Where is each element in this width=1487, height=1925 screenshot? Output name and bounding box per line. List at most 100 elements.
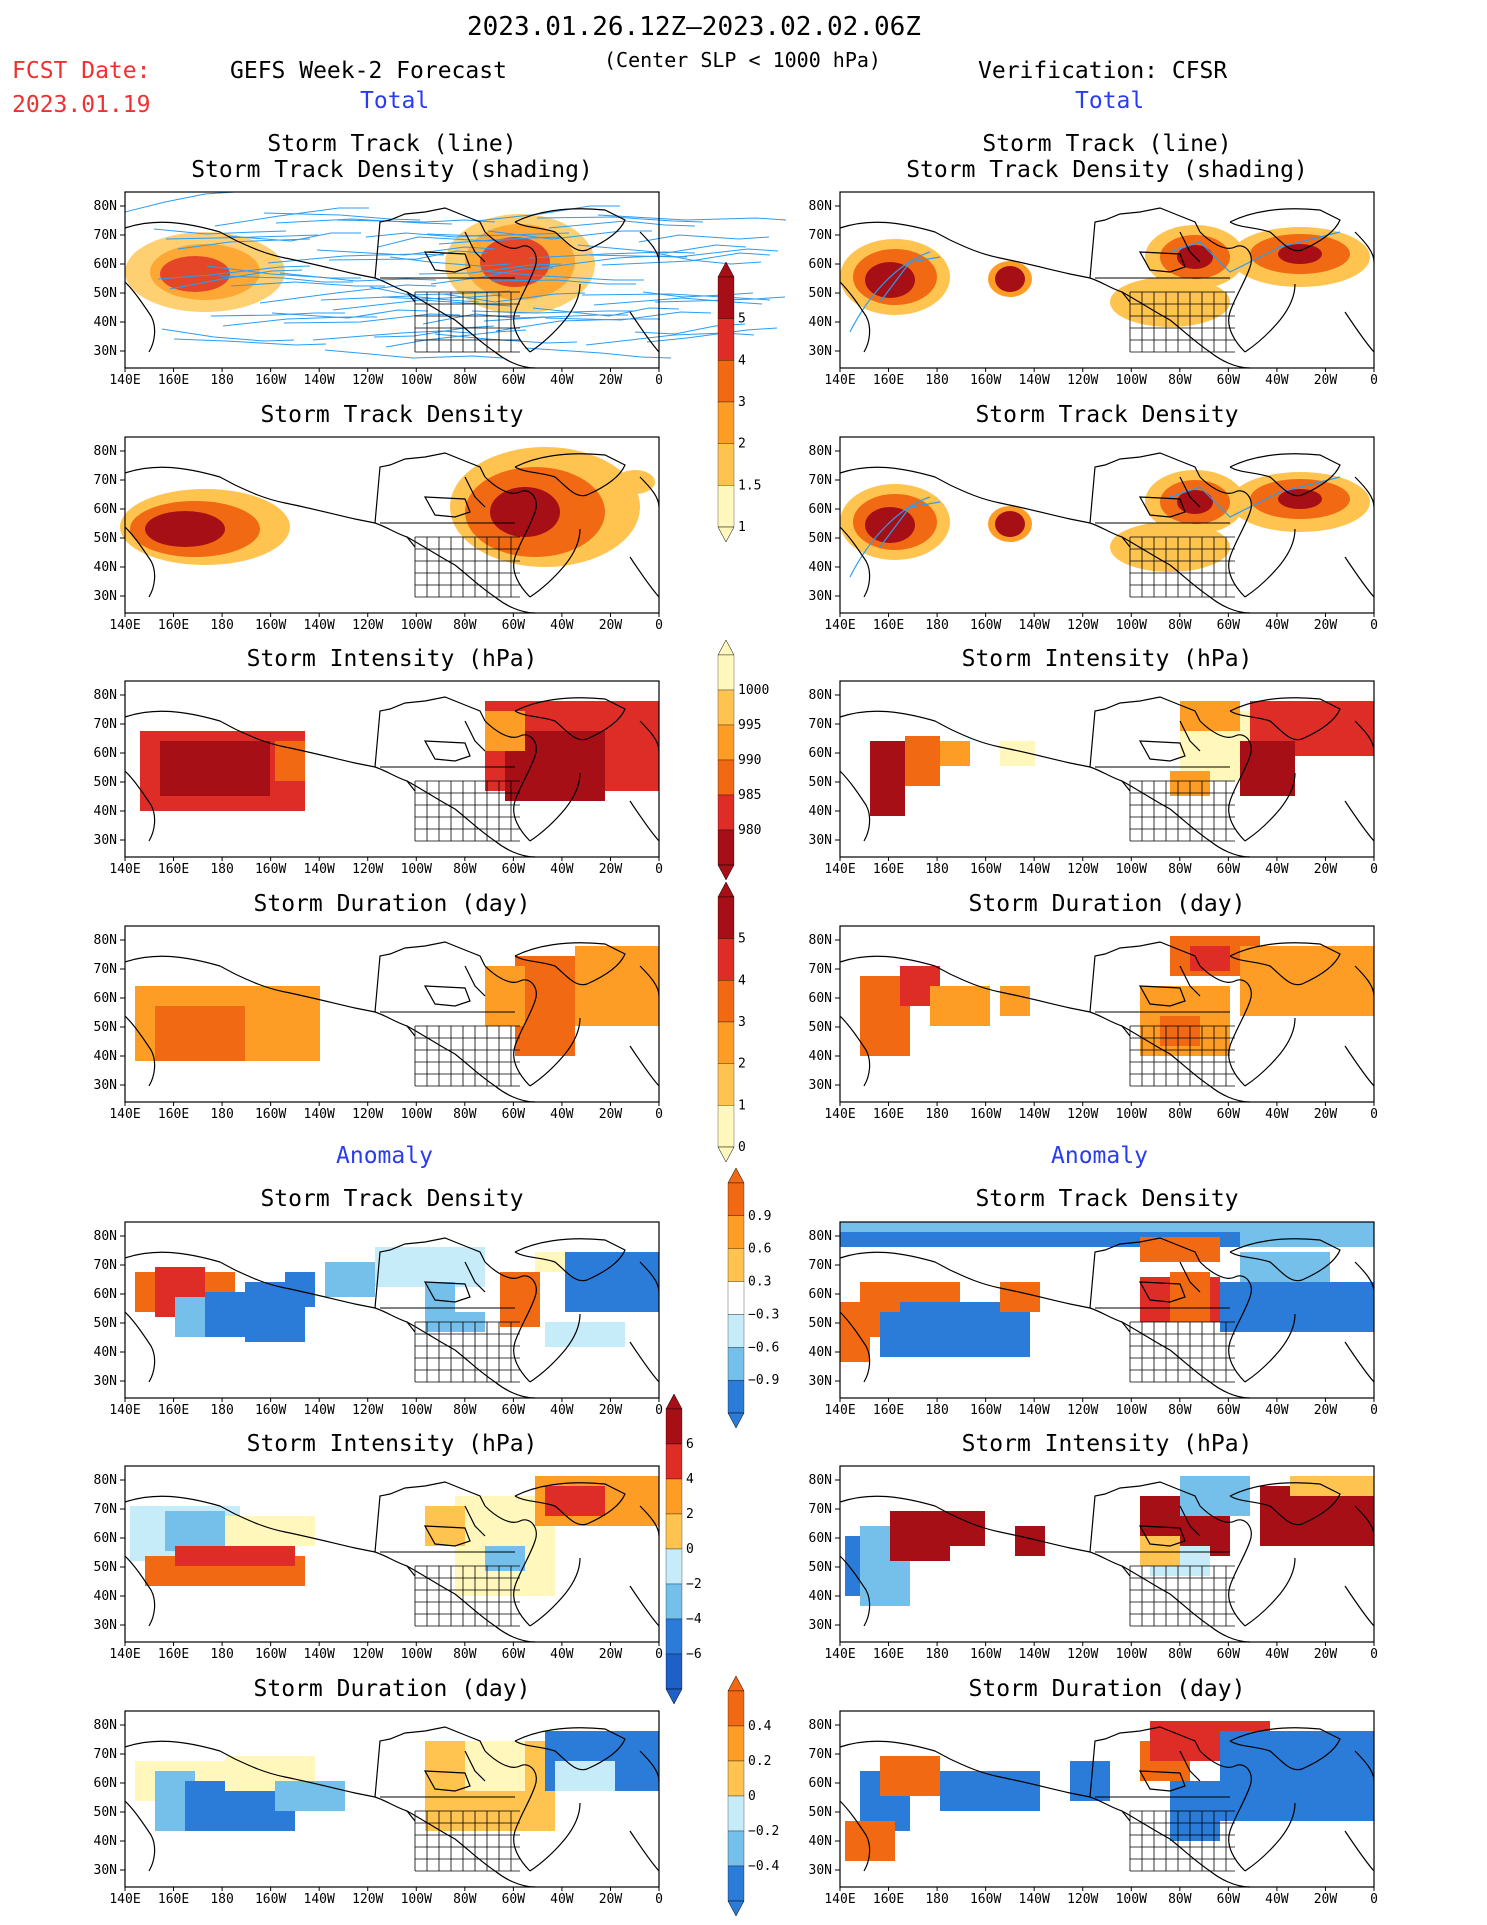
lon-tick-label: 140E [824, 373, 855, 388]
map-frame [839, 1710, 1375, 1888]
lon-tick-label: 160E [873, 1647, 904, 1662]
state-borders [1129, 291, 1235, 353]
lon-tick-label: 120W [1067, 1107, 1098, 1122]
map-track-left: 80N 70N 60N 50N 40N 30N 140E 160E 180 160W 140W 120… [94, 191, 787, 388]
lat-tick-label: 60N [94, 991, 117, 1006]
lat-tick-label: 50N [94, 286, 117, 301]
colorbar-label: 4 [738, 353, 746, 368]
title-duration-anom-left: Storm Duration (day) [253, 1676, 531, 1702]
lon-tick-label: 40W [1265, 618, 1289, 633]
lon-tick-label: 140W [1019, 618, 1050, 633]
lat-tick-label: 50N [809, 1560, 832, 1575]
lon-tick-label: 40W [550, 862, 574, 877]
lon-tick-label: 180 [925, 618, 948, 633]
lon-tick-label: 20W [599, 373, 623, 388]
lon-tick-label: 180 [925, 1647, 948, 1662]
lat-tick-label: 40N [94, 1345, 117, 1360]
lat-tick-label: 60N [94, 1287, 117, 1302]
colorbar-swatch [727, 1379, 745, 1414]
lon-tick-label: 140E [824, 1892, 855, 1907]
lat-tick-label: 30N [809, 1374, 832, 1389]
lon-tick-label: 140W [304, 1403, 335, 1418]
lon-tick-label: 80W [1168, 1403, 1192, 1418]
coastline [839, 696, 1375, 858]
lat-tick-label: 70N [94, 717, 117, 732]
lon-tick-label: 160E [873, 1403, 904, 1418]
lon-tick-label: 140W [1019, 862, 1050, 877]
colorbar-swatch [717, 829, 735, 866]
lat-tick-label: 30N [94, 1618, 117, 1633]
colorbar-label: 2 [738, 437, 746, 452]
lat-tick-label: 80N [94, 1473, 117, 1488]
lon-tick-label: 140E [109, 373, 140, 388]
title-intensity-left: Storm Intensity (hPa) [246, 646, 538, 672]
lon-tick-label: 100W [401, 862, 432, 877]
colorbar-swatch [717, 724, 735, 761]
lon-tick-label: 60W [1217, 1403, 1241, 1418]
lon-tick-label: 40W [1265, 373, 1289, 388]
state-borders [414, 291, 520, 353]
lon-tick-label: 20W [599, 1107, 623, 1122]
lon-tick-label: 120W [1067, 373, 1098, 388]
lon-tick-label: 60W [1217, 1647, 1241, 1662]
colorbar-label: 5 [738, 312, 746, 327]
lat-tick-label: 80N [809, 688, 832, 703]
lon-tick-label: 160E [158, 1107, 189, 1122]
lon-tick-label: 140W [1019, 373, 1050, 388]
colorbar-swatch [717, 980, 735, 1023]
lat-tick-label: 60N [94, 1531, 117, 1546]
state-borders [414, 1025, 520, 1087]
lon-tick-label: 60W [1217, 618, 1241, 633]
lon-tick-label: 40W [1265, 1107, 1289, 1122]
lat-tick-label: 40N [809, 804, 832, 819]
colorbar-density-anom: 0.9 0.6 0.3 −0.3 −0.6 −0.9 [727, 1168, 779, 1428]
colorbar-swatch [727, 1314, 745, 1348]
lat-tick-label: 40N [809, 1345, 832, 1360]
lon-tick-label: 180 [925, 373, 948, 388]
lon-tick-label: 160W [970, 1403, 1001, 1418]
map-frame [124, 436, 660, 614]
lon-tick-label: 0 [655, 1403, 663, 1418]
lon-tick-label: 180 [925, 1107, 948, 1122]
colorbar-label: 0.6 [748, 1242, 771, 1257]
colorbar-swatch [717, 896, 735, 939]
lat-tick-label: 40N [94, 1589, 117, 1604]
lon-tick-label: 100W [401, 1403, 432, 1418]
lat-tick-label: 80N [94, 1229, 117, 1244]
lon-tick-label: 20W [1314, 1892, 1338, 1907]
lon-tick-label: 20W [1314, 1403, 1338, 1418]
lon-tick-label: 20W [1314, 1647, 1338, 1662]
colorbar-label: 4 [738, 973, 746, 988]
lat-tick-label: 80N [94, 199, 117, 214]
state-borders [1129, 1565, 1235, 1627]
lon-tick-label: 140E [109, 1107, 140, 1122]
lat-tick-label: 70N [94, 1747, 117, 1762]
title-duration-left: Storm Duration (day) [253, 891, 531, 917]
lon-tick-label: 20W [1314, 862, 1338, 877]
lon-tick-label: 40W [550, 1647, 574, 1662]
lat-tick-label: 40N [809, 1589, 832, 1604]
lon-tick-label: 140W [1019, 1647, 1050, 1662]
map-frame [124, 925, 660, 1103]
lon-tick-label: 0 [655, 1892, 663, 1907]
lon-tick-label: 120W [352, 618, 383, 633]
lon-tick-label: 160W [255, 862, 286, 877]
lon-tick-label: 0 [1370, 862, 1378, 877]
lon-tick-label: 180 [925, 862, 948, 877]
lat-tick-label: 80N [94, 688, 117, 703]
map-frame [124, 1710, 660, 1888]
lon-tick-label: 120W [352, 862, 383, 877]
fcst-date-value: 2023.01.19 [12, 92, 151, 118]
colorbar-label: 0.2 [748, 1754, 771, 1769]
lon-tick-label: 180 [210, 1647, 233, 1662]
lon-tick-label: 20W [599, 1403, 623, 1418]
lon-tick-label: 120W [1067, 862, 1098, 877]
lat-tick-label: 30N [809, 1863, 832, 1878]
colorbar-label: 0 [748, 1789, 756, 1804]
colorbar-swatch [717, 759, 735, 796]
lat-tick-label: 30N [809, 589, 832, 604]
lon-tick-label: 160W [255, 1403, 286, 1418]
lon-tick-label: 60W [502, 1107, 526, 1122]
map-density-left: 80N 70N 60N 50N 40N 30N 140E 160E 180 160W 140W 120… [94, 436, 663, 633]
lon-tick-label: 60W [502, 862, 526, 877]
